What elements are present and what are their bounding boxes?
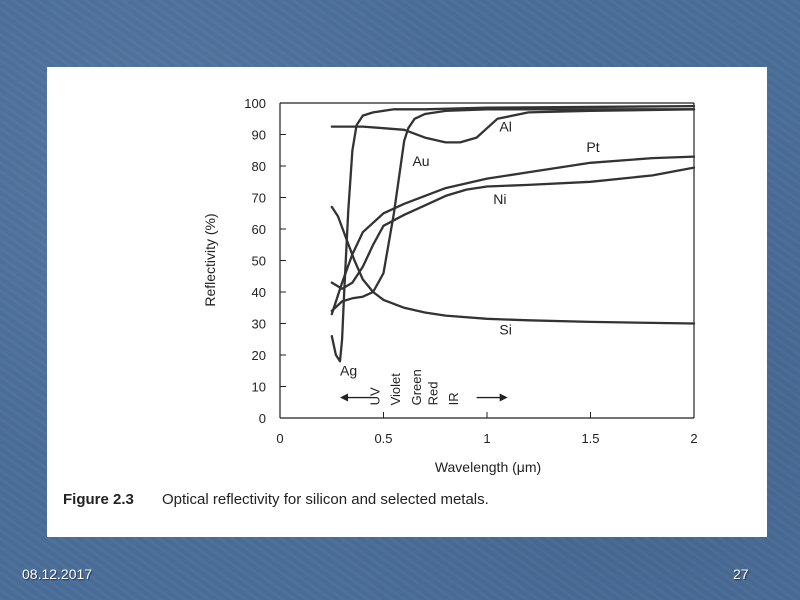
spectrum-label-violet: Violet bbox=[388, 373, 403, 406]
y-tick-label: 60 bbox=[252, 222, 266, 237]
spectrum-label-green: Green bbox=[409, 369, 424, 405]
x-tick-label: 0.5 bbox=[374, 431, 392, 446]
footer-page-number: 27 bbox=[733, 566, 749, 582]
series-line-ag bbox=[330, 104, 696, 363]
spectrum-label-ir: IR bbox=[446, 392, 461, 405]
y-tick-label: 40 bbox=[252, 285, 266, 300]
series-label-ag: Ag bbox=[340, 362, 357, 378]
y-tick-label: 50 bbox=[252, 254, 266, 269]
footer-date: 08.12.2017 bbox=[22, 566, 93, 582]
series-line-pt bbox=[330, 155, 696, 316]
uv-arrow-head bbox=[340, 393, 349, 402]
series-label-al: Al bbox=[499, 118, 511, 134]
chart-annotations: UV Violet Green Red IR bbox=[340, 369, 508, 405]
x-tick-label: 1 bbox=[483, 431, 490, 446]
x-axis-label: Wavelength (μm) bbox=[435, 459, 541, 475]
x-tick-label: 0 bbox=[276, 431, 283, 446]
y-tick-label: 0 bbox=[259, 411, 266, 426]
chart-axes: 0 10 20 30 40 50 60 70 80 90 100 0 0.5 1 1.5 2 bbox=[244, 96, 697, 446]
reflectivity-chart: 0 10 20 30 40 50 60 70 80 90 100 0 0.5 1 1.5 2 Ag Al Au Pt… bbox=[63, 96, 698, 508]
slide-panel: 0 10 20 30 40 50 60 70 80 90 100 0 0.5 1 1.5 2 Ag Al Au Pt… bbox=[47, 67, 767, 537]
series-label-pt: Pt bbox=[586, 139, 599, 155]
series-label-ni: Ni bbox=[493, 191, 506, 207]
series-line-si bbox=[330, 205, 696, 325]
y-tick-label: 100 bbox=[244, 96, 266, 111]
y-axis-label: Reflectivity (%) bbox=[202, 213, 218, 306]
spectrum-label-red: Red bbox=[425, 382, 440, 406]
figure-caption-label: Figure 2.3 bbox=[63, 491, 134, 508]
series-line-al bbox=[330, 108, 696, 144]
series-line-au bbox=[330, 108, 696, 313]
y-tick-label: 10 bbox=[252, 380, 266, 395]
series-label-au: Au bbox=[412, 153, 429, 169]
x-tick-label: 1.5 bbox=[581, 431, 599, 446]
ir-arrow-head bbox=[499, 393, 508, 402]
x-tick-label: 2 bbox=[690, 431, 697, 446]
spectrum-label-uv: UV bbox=[367, 387, 382, 405]
y-tick-label: 30 bbox=[252, 317, 266, 332]
chart-series: Ag Al Au Pt Ni Si bbox=[330, 104, 696, 378]
y-tick-label: 90 bbox=[252, 128, 266, 143]
y-tick-label: 20 bbox=[252, 348, 266, 363]
series-line-ni bbox=[330, 166, 696, 290]
y-tick-label: 80 bbox=[252, 159, 266, 174]
y-tick-label: 70 bbox=[252, 191, 266, 206]
figure-caption-text: Optical reflectivity for silicon and sel… bbox=[162, 491, 489, 508]
series-label-si: Si bbox=[499, 322, 511, 338]
